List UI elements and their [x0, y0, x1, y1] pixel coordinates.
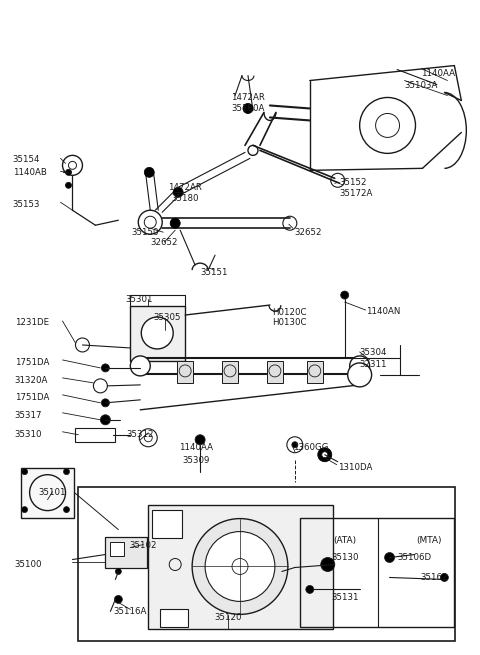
Circle shape	[114, 595, 122, 603]
Bar	[152, 510, 182, 538]
Bar	[300, 517, 455, 627]
Text: 35106D: 35106D	[397, 553, 432, 561]
Text: 1472AR
35180: 1472AR 35180	[168, 183, 202, 202]
Text: (ATA): (ATA)	[333, 536, 356, 544]
Text: 35150: 35150	[132, 228, 159, 237]
Circle shape	[63, 469, 70, 475]
Text: 1310DA: 1310DA	[338, 462, 372, 472]
Bar	[177, 361, 193, 383]
Text: 35312: 35312	[126, 430, 154, 439]
Text: 35317: 35317	[15, 411, 42, 420]
Text: 35305: 35305	[153, 313, 181, 322]
Circle shape	[306, 586, 314, 593]
Circle shape	[384, 553, 395, 563]
Circle shape	[144, 167, 154, 178]
Circle shape	[173, 187, 183, 197]
Text: 35151: 35151	[200, 268, 228, 277]
Circle shape	[100, 415, 110, 425]
Circle shape	[321, 557, 335, 571]
Text: 35301: 35301	[126, 295, 153, 304]
Circle shape	[22, 469, 28, 475]
Text: 35309: 35309	[182, 456, 210, 465]
Circle shape	[170, 218, 180, 228]
Text: (MTA): (MTA)	[417, 536, 442, 544]
Bar	[110, 542, 124, 555]
Circle shape	[205, 532, 275, 601]
Text: 35116A: 35116A	[114, 607, 147, 616]
Bar	[130, 306, 185, 361]
Text: 1140AB: 1140AB	[12, 168, 47, 178]
Bar	[148, 504, 333, 629]
Bar	[222, 361, 238, 383]
Circle shape	[341, 291, 348, 299]
Text: 35100: 35100	[15, 559, 42, 569]
Text: 32652: 32652	[150, 238, 178, 247]
Circle shape	[348, 363, 372, 387]
Text: 1140AN: 1140AN	[366, 307, 400, 316]
Circle shape	[322, 452, 328, 458]
Text: 1360GG: 1360GG	[293, 443, 328, 452]
Text: 1140AA: 1140AA	[179, 443, 213, 452]
Text: 35304: 35304	[360, 348, 387, 357]
Bar	[75, 428, 115, 441]
Text: 35310: 35310	[15, 430, 42, 439]
Text: 35120: 35120	[214, 613, 242, 622]
Circle shape	[130, 356, 150, 376]
Bar	[307, 361, 323, 383]
Circle shape	[292, 441, 298, 448]
Text: 1751DA: 1751DA	[15, 393, 49, 402]
Text: 35130: 35130	[331, 553, 359, 561]
Text: 32652: 32652	[295, 228, 323, 237]
Text: 1751DA: 1751DA	[15, 358, 49, 367]
Text: 35153: 35153	[12, 200, 40, 209]
Circle shape	[243, 103, 253, 113]
Circle shape	[441, 574, 448, 582]
Circle shape	[101, 364, 109, 372]
Text: H0120C
H0130C: H0120C H0130C	[272, 308, 306, 328]
Circle shape	[101, 399, 109, 407]
Text: 35154: 35154	[12, 155, 40, 164]
Text: 1472AR
35180A: 1472AR 35180A	[231, 94, 265, 113]
Text: 35101: 35101	[39, 488, 66, 496]
Circle shape	[115, 569, 121, 574]
Circle shape	[65, 170, 72, 176]
Text: 32311: 32311	[360, 360, 387, 369]
Text: 31320A: 31320A	[15, 376, 48, 385]
Bar	[78, 487, 456, 641]
Bar	[267, 361, 283, 383]
Text: 1231DE: 1231DE	[15, 318, 49, 327]
Bar	[106, 536, 147, 569]
Text: 1140AA: 1140AA	[421, 69, 456, 77]
Circle shape	[350, 356, 370, 376]
Text: 35131: 35131	[331, 593, 359, 603]
Text: 35162: 35162	[420, 574, 448, 582]
Circle shape	[318, 448, 332, 462]
Text: 35103A: 35103A	[405, 81, 438, 90]
Circle shape	[22, 506, 28, 513]
Bar	[21, 468, 74, 517]
Circle shape	[141, 317, 173, 349]
Circle shape	[192, 519, 288, 614]
Circle shape	[63, 506, 70, 513]
Circle shape	[195, 435, 205, 445]
Bar	[160, 609, 188, 627]
Text: 35152
35172A: 35152 35172A	[340, 178, 373, 198]
Circle shape	[65, 182, 72, 188]
Text: 35102: 35102	[130, 540, 157, 550]
